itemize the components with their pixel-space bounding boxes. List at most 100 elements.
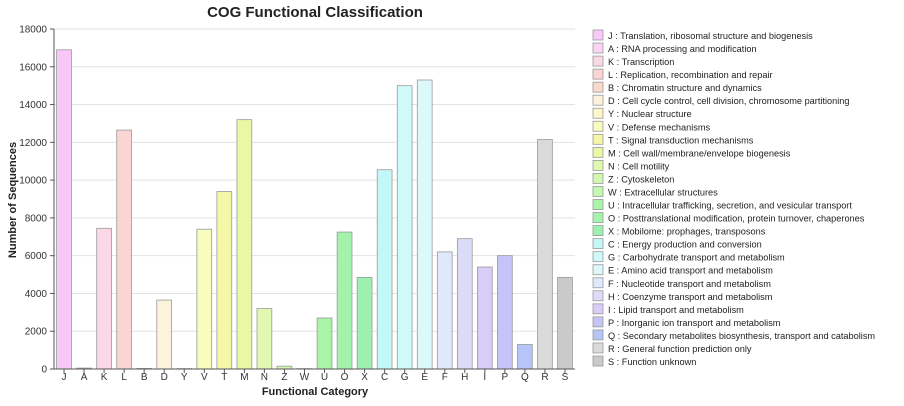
legend-swatch-Q (592, 329, 604, 341)
bar-I[interactable] (477, 266, 493, 370)
bar-O[interactable] (336, 231, 353, 370)
legend-label-W: W : Extracellular structures (608, 187, 718, 197)
legend-swatch-A (592, 42, 604, 54)
y-tick-label: 4000 (25, 289, 48, 300)
legend-swatch-P (592, 316, 604, 328)
legend-label-A: A : RNA processing and modification (608, 44, 757, 54)
legend-label-G: G : Carbohydrate transport and metabolis… (608, 253, 785, 263)
x-tick-label-G: G (401, 372, 409, 383)
legend-label-J: J : Translation, ribosomal structure and… (608, 31, 813, 41)
legend-swatch-Z (592, 173, 604, 184)
x-tick-label-F: F (442, 372, 448, 383)
legend-label-C: C : Energy production and conversion (608, 240, 762, 250)
bars (56, 49, 573, 370)
bar-E[interactable] (416, 79, 433, 370)
legend-swatch-M (592, 146, 604, 158)
bar-V[interactable] (196, 228, 213, 370)
bar-Q[interactable] (517, 344, 533, 370)
legend-label-L: L : Replication, recombination and repai… (608, 70, 773, 80)
x-tick-label-N: N (261, 372, 268, 383)
bar-X[interactable] (356, 276, 373, 370)
legend-label-Y: Y : Nuclear structure (608, 109, 692, 119)
legend-swatch-W (592, 186, 604, 197)
x-tick-label-A: A (81, 372, 88, 383)
legend-swatch-U (592, 199, 604, 210)
legend-swatch-I (592, 303, 604, 315)
x-tick-label-O: O (341, 372, 349, 383)
x-tick-label-I: I (483, 372, 486, 383)
legend-swatch-R (592, 342, 604, 354)
y-tick-label: 0 (41, 365, 47, 376)
legend-swatch-K (592, 55, 604, 67)
legend-label-S: S : Function unknown (608, 357, 696, 367)
legend-swatch-H (592, 290, 604, 302)
x-tick-label-W: W (300, 372, 310, 383)
y-tick-label: 18000 (19, 25, 47, 36)
legend-swatch-C (592, 238, 604, 250)
legend-label-K: K : Transcription (608, 57, 674, 67)
y-tick-label: 2000 (25, 327, 48, 338)
legend-label-P: P : Inorganic ion transport and metaboli… (608, 318, 781, 328)
x-tick-label-Y: Y (181, 372, 188, 383)
bar-K[interactable] (96, 227, 112, 370)
y-tick-label: 14000 (19, 100, 47, 111)
legend-label-V: V : Defense mechanisms (608, 122, 711, 132)
x-tick-label-C: C (381, 372, 388, 383)
bar-P[interactable] (497, 255, 513, 370)
x-tick-label-H: H (461, 372, 468, 383)
x-tick-label-E: E (421, 372, 428, 383)
legend-label-E: E : Amino acid transport and metabolism (608, 266, 773, 276)
bar-F[interactable] (436, 251, 453, 370)
x-tick-label-M: M (240, 372, 248, 383)
x-tick-label-K: K (101, 372, 108, 383)
legend-swatch-J (592, 29, 604, 41)
legend-label-X: X : Mobilome: prophages, transposons (608, 227, 766, 237)
legend-swatch-Y (592, 107, 604, 119)
legend-label-H: H : Coenzyme transport and metabolism (608, 292, 773, 302)
y-tick-label: 6000 (25, 251, 48, 262)
legend-swatch-T (592, 133, 604, 145)
bar-U[interactable] (316, 317, 333, 370)
x-tick-label-B: B (141, 372, 148, 383)
bar-M[interactable] (236, 119, 253, 370)
y-tick-label: 10000 (19, 176, 47, 187)
legend-swatch-N (592, 159, 604, 171)
bar-D[interactable] (156, 299, 173, 370)
legend-swatch-F (592, 277, 604, 289)
legend-swatch-V (592, 120, 604, 132)
x-tick-label-R: R (541, 372, 548, 383)
bar-S[interactable] (557, 276, 573, 370)
legend-label-O: O : Posttranslational modification, prot… (608, 214, 865, 224)
legend-label-Z: Z : Cytoskeleton (608, 174, 674, 184)
x-tick-label-X: X (361, 372, 368, 383)
bar-N[interactable] (256, 308, 273, 370)
legend-swatch-O (592, 212, 604, 223)
legend: J : Translation, ribosomal structure and… (592, 29, 875, 367)
x-tick-label-D: D (161, 372, 168, 383)
bar-G[interactable] (396, 85, 413, 370)
x-tick-label-T: T (221, 372, 227, 383)
legend-swatch-X (592, 225, 604, 237)
x-tick-label-Q: Q (521, 372, 529, 383)
bar-L[interactable] (116, 129, 132, 370)
bar-T[interactable] (216, 191, 233, 370)
legend-swatch-B (592, 81, 604, 93)
x-axis-label: Functional Category (262, 386, 369, 398)
x-tick-label-L: L (121, 372, 127, 383)
bar-H[interactable] (456, 238, 473, 370)
x-tick-label-Z: Z (281, 372, 287, 383)
bar-R[interactable] (537, 139, 553, 370)
axes: 0 2000 4000 6000 8000 10000 12000 14000 16000 180… (19, 25, 575, 383)
y-tick-label: 12000 (19, 138, 47, 149)
bar-C[interactable] (376, 169, 393, 370)
x-tick-label-V: V (201, 372, 208, 383)
legend-swatch-G (592, 251, 604, 263)
legend-label-D: D : Cell cycle control, cell division, c… (608, 96, 850, 106)
bar-J[interactable] (56, 49, 72, 370)
legend-label-I: I : Lipid transport and metabolism (608, 305, 744, 315)
legend-label-N: N : Cell motility (608, 161, 670, 171)
legend-label-F: F : Nucleotide transport and metabolism (608, 279, 771, 289)
x-tick-label-J: J (62, 372, 67, 383)
